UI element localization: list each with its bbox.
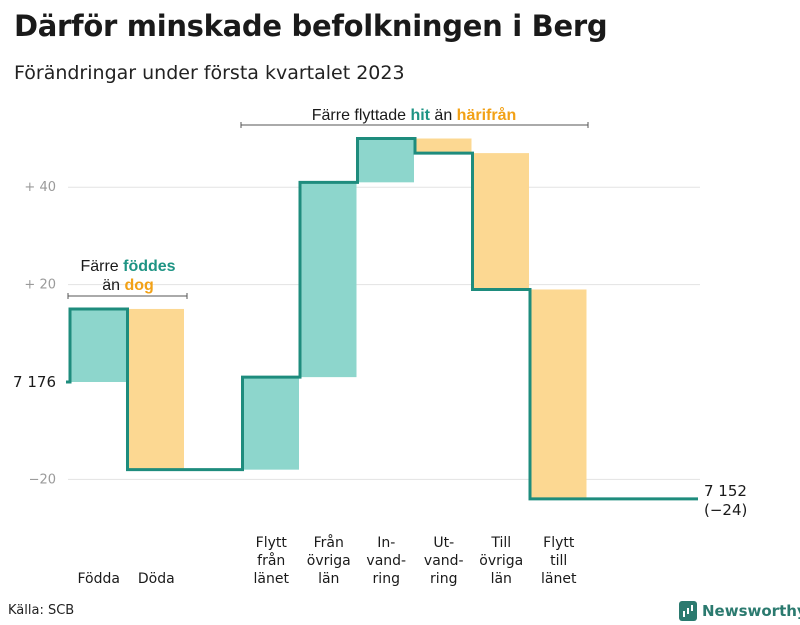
chart-subtitle: Förändringar under första kvartalet 2023 bbox=[14, 62, 405, 84]
bar-fran_ovriga_lan bbox=[300, 182, 357, 378]
annotation-born: Färre föddes bbox=[80, 258, 175, 275]
category-label: ring bbox=[430, 571, 457, 587]
category-label: Ut- bbox=[433, 535, 454, 551]
chart-title: Därför minskade befolkningen i Berg bbox=[14, 9, 608, 43]
start-value-label: 7 176 bbox=[13, 373, 56, 391]
category-label: Från bbox=[314, 534, 344, 551]
bar-utvandring bbox=[415, 138, 472, 154]
category-label: från bbox=[257, 552, 285, 569]
bar-fodda bbox=[70, 308, 127, 382]
brand-name: Newsworthy bbox=[702, 602, 800, 620]
brand-logo: Newsworthy bbox=[679, 600, 800, 622]
end-value-label: 7 152 bbox=[704, 482, 747, 500]
annotation-part: Färre bbox=[80, 258, 123, 275]
bar-till_ovriga_lan bbox=[472, 153, 529, 290]
category-label: Döda bbox=[138, 571, 175, 587]
category-label: Till bbox=[490, 535, 511, 551]
bar-flytt_fran_lanet bbox=[242, 377, 299, 470]
y-tick-label: + 40 bbox=[24, 180, 56, 195]
category-label: övriga bbox=[479, 553, 523, 569]
category-label: till bbox=[550, 553, 567, 569]
category-label: In- bbox=[377, 535, 395, 551]
source-note: Källa: SCB bbox=[8, 603, 75, 618]
category-label: Flytt bbox=[543, 535, 575, 551]
newsworthy-icon bbox=[679, 601, 697, 621]
category-label: ring bbox=[373, 571, 400, 587]
annotation-part: Färre flyttade bbox=[312, 107, 411, 124]
annotation-moved: Färre flyttade hit än härifrån bbox=[312, 106, 517, 124]
annotation-part: än bbox=[430, 107, 457, 124]
waterfall-chart: + 40 + 20 −20 7 176 7 152(−24) Födda Döda Flytt… bbox=[13, 106, 747, 587]
y-tick-label: + 20 bbox=[24, 278, 56, 293]
category-label: län bbox=[318, 571, 339, 587]
category-label: Flytt bbox=[256, 535, 288, 551]
category-label: övriga bbox=[307, 553, 351, 569]
annotation-part: hit bbox=[410, 107, 430, 124]
annotation-born: än dog bbox=[102, 277, 154, 294]
population-step-line bbox=[66, 137, 698, 501]
annotation-part: dog bbox=[124, 277, 153, 294]
annotation-part: än bbox=[102, 277, 124, 294]
category-label: vand- bbox=[366, 553, 406, 569]
y-tick-label: −20 bbox=[29, 472, 56, 487]
annotation-part: föddes bbox=[123, 258, 176, 275]
bar-doda bbox=[127, 308, 184, 470]
category-label: vand- bbox=[424, 553, 464, 569]
bar-invandring bbox=[357, 138, 414, 183]
bar-flytt_till_lanet bbox=[530, 289, 587, 499]
category-label: länet bbox=[541, 571, 577, 587]
category-label: Födda bbox=[78, 571, 120, 587]
category-label: län bbox=[491, 571, 512, 587]
category-label: länet bbox=[254, 571, 290, 587]
end-change-label: (−24) bbox=[704, 501, 747, 519]
annotation-part: härifrån bbox=[457, 106, 517, 124]
